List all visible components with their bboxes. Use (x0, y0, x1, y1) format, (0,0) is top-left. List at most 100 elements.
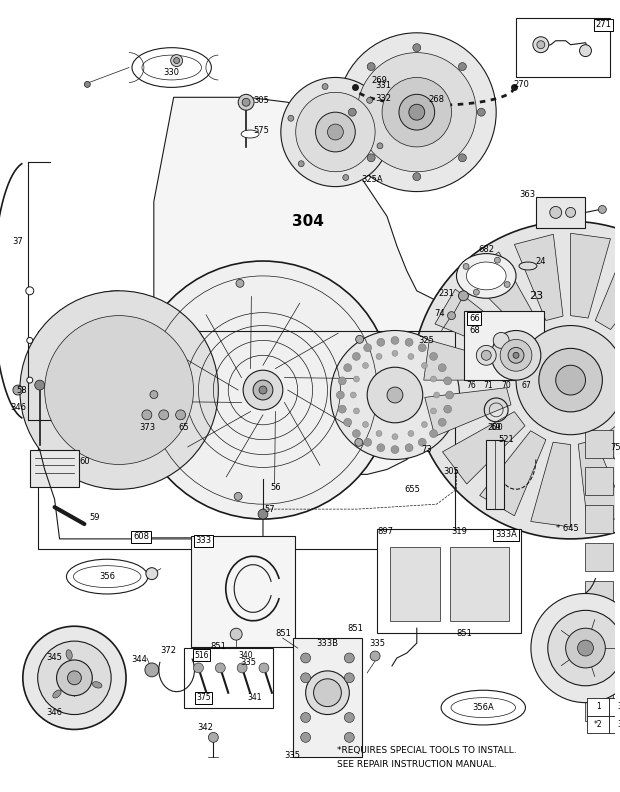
Circle shape (339, 377, 346, 385)
Circle shape (357, 52, 476, 172)
Circle shape (146, 568, 157, 580)
Circle shape (493, 333, 509, 348)
Circle shape (438, 364, 446, 371)
Circle shape (259, 386, 267, 394)
Text: 200: 200 (487, 423, 503, 432)
Text: *2: *2 (594, 720, 603, 729)
Circle shape (84, 82, 91, 87)
Circle shape (316, 112, 355, 152)
Bar (293, 638, 362, 757)
Bar (588, 715, 609, 733)
Circle shape (444, 406, 451, 413)
Circle shape (230, 628, 242, 640)
Circle shape (531, 593, 620, 703)
Text: * 645: * 645 (556, 524, 578, 534)
Text: 270: 270 (513, 80, 529, 89)
Ellipse shape (92, 682, 102, 688)
Circle shape (409, 105, 425, 120)
Polygon shape (515, 234, 563, 321)
Ellipse shape (456, 253, 516, 299)
Text: 1: 1 (596, 703, 601, 711)
Circle shape (208, 733, 218, 742)
Text: 325: 325 (418, 336, 435, 345)
Circle shape (444, 377, 451, 385)
Circle shape (391, 337, 399, 345)
Text: 3: 3 (618, 720, 620, 729)
Text: 57: 57 (265, 505, 275, 514)
Circle shape (367, 367, 423, 423)
Bar (516, 18, 610, 78)
Text: 56: 56 (270, 483, 281, 492)
Text: 335: 335 (240, 658, 256, 668)
Ellipse shape (142, 55, 202, 80)
Ellipse shape (466, 262, 506, 290)
Circle shape (438, 418, 446, 426)
Text: 65: 65 (179, 423, 189, 432)
Circle shape (23, 626, 126, 729)
Circle shape (405, 338, 413, 346)
Polygon shape (480, 431, 546, 516)
Circle shape (306, 671, 349, 714)
Circle shape (578, 640, 593, 656)
Text: 516: 516 (194, 650, 209, 660)
Text: 373: 373 (139, 423, 155, 432)
Circle shape (301, 713, 311, 722)
Text: 271: 271 (595, 21, 611, 29)
Circle shape (408, 431, 414, 436)
Polygon shape (443, 412, 525, 484)
Circle shape (353, 376, 360, 382)
Circle shape (27, 337, 33, 344)
Circle shape (513, 352, 519, 358)
Circle shape (516, 326, 620, 435)
Bar (38, 330, 454, 549)
Circle shape (253, 380, 273, 400)
Text: 851: 851 (275, 629, 291, 638)
Circle shape (598, 205, 606, 213)
Text: 575: 575 (253, 126, 269, 135)
Text: 76: 76 (466, 381, 476, 390)
Circle shape (238, 94, 254, 110)
Circle shape (408, 353, 414, 360)
Circle shape (348, 109, 356, 116)
Circle shape (430, 408, 436, 414)
Bar (588, 698, 609, 715)
Circle shape (343, 364, 352, 371)
Circle shape (399, 94, 435, 130)
Circle shape (565, 628, 605, 668)
Circle shape (322, 84, 328, 89)
Polygon shape (423, 341, 508, 380)
Circle shape (170, 55, 183, 67)
Circle shape (353, 408, 360, 414)
Text: 332: 332 (375, 93, 391, 103)
Ellipse shape (53, 690, 61, 698)
Circle shape (68, 671, 81, 685)
Text: 340: 340 (239, 650, 254, 660)
Text: 851: 851 (347, 624, 363, 633)
Text: 74: 74 (434, 309, 445, 318)
Text: 24: 24 (536, 257, 546, 265)
Circle shape (344, 653, 354, 663)
Text: 608: 608 (133, 532, 149, 542)
Circle shape (237, 663, 247, 673)
Text: 341: 341 (248, 693, 262, 703)
Circle shape (337, 391, 344, 399)
Circle shape (367, 154, 375, 162)
Bar (190, 536, 294, 647)
Circle shape (367, 63, 375, 70)
Circle shape (376, 353, 382, 360)
Circle shape (175, 410, 185, 420)
Circle shape (243, 370, 283, 410)
Circle shape (433, 392, 440, 398)
Circle shape (556, 365, 585, 395)
Circle shape (350, 392, 356, 398)
Text: 344: 344 (131, 656, 147, 664)
Circle shape (314, 679, 342, 706)
Text: 60: 60 (79, 457, 90, 466)
Circle shape (473, 289, 479, 295)
Polygon shape (616, 276, 620, 348)
Circle shape (234, 493, 242, 501)
Text: 3: 3 (618, 703, 620, 711)
Polygon shape (531, 442, 570, 527)
Text: 342: 342 (198, 723, 213, 732)
Text: 23: 23 (529, 291, 543, 301)
